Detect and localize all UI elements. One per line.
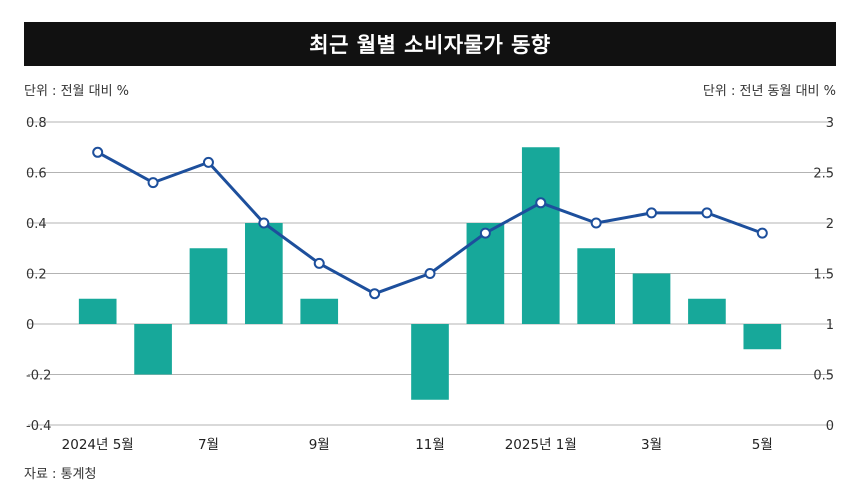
x-tick-label: 11월 bbox=[415, 437, 445, 453]
line-point bbox=[92, 146, 104, 158]
bar bbox=[577, 248, 615, 324]
line-point bbox=[701, 207, 713, 219]
right-tick-label: 1.5 bbox=[813, 268, 834, 283]
right-tick-label: 0 bbox=[826, 419, 834, 434]
line-point bbox=[258, 217, 270, 229]
x-tick-label: 9월 bbox=[309, 437, 330, 453]
x-tick-label: 2024년 5월 bbox=[62, 437, 134, 453]
bar-series bbox=[78, 147, 782, 400]
chart-title: 최근 월별 소비자물가 동향 bbox=[24, 22, 836, 66]
line-point bbox=[646, 207, 658, 219]
line-point bbox=[479, 227, 491, 239]
right-tick-label: 0.5 bbox=[813, 369, 834, 384]
left-tick-label: 0.2 bbox=[26, 268, 47, 283]
bar bbox=[300, 298, 339, 324]
bar bbox=[632, 273, 671, 324]
left-tick-label: 0.4 bbox=[26, 217, 47, 232]
bar bbox=[134, 324, 172, 375]
line-point bbox=[147, 177, 159, 189]
bar bbox=[521, 147, 560, 324]
line-point bbox=[424, 268, 436, 279]
bar bbox=[466, 223, 505, 324]
bar bbox=[189, 248, 228, 324]
left-tick-label: -0.4 bbox=[26, 419, 51, 434]
line-point bbox=[313, 257, 325, 269]
left-tick-label: 0.6 bbox=[26, 167, 47, 182]
x-tick-label: 2025년 1월 bbox=[505, 437, 577, 453]
x-axis-ticks: 2024년 5월 7월 9월 11월 2025년 1월 3월 5월 bbox=[62, 437, 773, 453]
x-tick-label: 5월 bbox=[752, 437, 773, 453]
right-tick-label: 2.5 bbox=[813, 167, 834, 182]
bar bbox=[78, 298, 117, 324]
line-point bbox=[535, 197, 547, 209]
left-axis-unit: 단위 : 전월 대비 % bbox=[24, 84, 130, 99]
bar bbox=[743, 324, 782, 350]
line-point bbox=[756, 227, 768, 239]
bar bbox=[245, 223, 283, 324]
bar bbox=[411, 324, 449, 400]
x-tick-label: 3월 bbox=[641, 437, 662, 453]
line-point bbox=[202, 156, 214, 168]
left-tick-label: 0 bbox=[26, 318, 34, 333]
right-tick-label: 2 bbox=[826, 217, 834, 232]
right-tick-label: 1 bbox=[826, 318, 834, 333]
left-axis-ticks: 0.8 0.6 0.4 0.2 0 -0.2 -0.4 bbox=[26, 116, 51, 434]
line-point bbox=[590, 217, 602, 229]
left-tick-label: 0.8 bbox=[26, 116, 47, 131]
source-note: 자료 : 통계청 bbox=[24, 467, 97, 482]
line-series bbox=[92, 146, 768, 300]
right-tick-label: 3 bbox=[826, 116, 834, 131]
bar bbox=[688, 298, 726, 324]
right-axis-unit: 단위 : 전년 동월 대비 % bbox=[702, 84, 836, 99]
left-tick-label: -0.2 bbox=[26, 369, 51, 384]
line-point bbox=[369, 288, 381, 300]
right-axis-ticks: 3 2.5 2 1.5 1 0.5 0 bbox=[813, 116, 834, 434]
x-tick-label: 7월 bbox=[198, 437, 219, 453]
